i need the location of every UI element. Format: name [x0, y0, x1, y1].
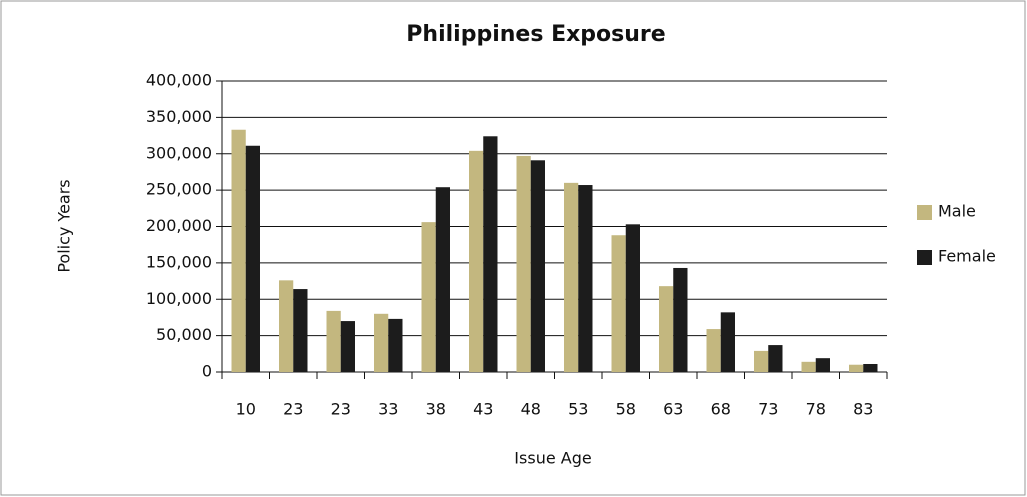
bar — [611, 235, 626, 372]
x-tick-label: 10 — [236, 400, 256, 419]
bar — [564, 182, 579, 372]
bar — [754, 350, 769, 372]
y-tick-label: 250,000 — [146, 180, 212, 199]
y-tick-label: 150,000 — [146, 252, 212, 271]
bar — [720, 312, 735, 372]
legend-label: Female — [938, 247, 996, 266]
x-tick-label: 48 — [521, 400, 541, 419]
bar — [673, 267, 688, 372]
bar — [849, 364, 864, 372]
y-axis-label: Policy Years — [55, 179, 74, 272]
bar — [815, 358, 830, 372]
bar — [469, 150, 484, 372]
x-tick-label: 58 — [616, 400, 636, 419]
y-tick-label: 350,000 — [146, 107, 212, 126]
legend-swatch — [917, 205, 932, 220]
x-tick-label: 23 — [283, 400, 303, 419]
y-tick-label: 100,000 — [146, 289, 212, 308]
bar — [768, 345, 783, 372]
bar — [625, 224, 640, 372]
x-tick-label: 63 — [663, 400, 683, 419]
x-tick-label: 78 — [806, 400, 826, 419]
y-tick-label: 400,000 — [146, 71, 212, 90]
bar — [435, 187, 450, 372]
x-tick-label: 53 — [568, 400, 588, 419]
bar — [388, 318, 403, 372]
legend-label: Male — [938, 202, 976, 221]
bar — [293, 289, 308, 372]
bar — [231, 129, 246, 372]
bar — [801, 361, 816, 372]
x-tick-label: 43 — [473, 400, 493, 419]
y-tick-label: 300,000 — [146, 143, 212, 162]
x-tick-label: 73 — [758, 400, 778, 419]
y-tick-label: 200,000 — [146, 216, 212, 235]
x-tick-label: 38 — [426, 400, 446, 419]
bar — [279, 280, 294, 372]
bar — [340, 321, 355, 372]
bar — [530, 160, 545, 372]
bar — [421, 222, 436, 372]
bar — [659, 286, 674, 372]
bar — [863, 363, 878, 372]
bar — [245, 145, 260, 372]
bar — [578, 185, 593, 372]
bar — [706, 329, 721, 372]
bar — [483, 136, 498, 372]
x-tick-label: 83 — [853, 400, 873, 419]
x-tick-label: 33 — [378, 400, 398, 419]
bar — [326, 310, 341, 372]
y-tick-label: 50,000 — [156, 325, 212, 344]
legend-swatch — [917, 250, 932, 265]
x-tick-label: 68 — [711, 400, 731, 419]
bar — [374, 313, 389, 372]
y-tick-label: 0 — [202, 362, 212, 381]
bar — [516, 155, 531, 372]
chart-title: Philippines Exposure — [406, 22, 665, 47]
x-tick-label: 23 — [331, 400, 351, 419]
x-axis-label: Issue Age — [514, 449, 591, 468]
